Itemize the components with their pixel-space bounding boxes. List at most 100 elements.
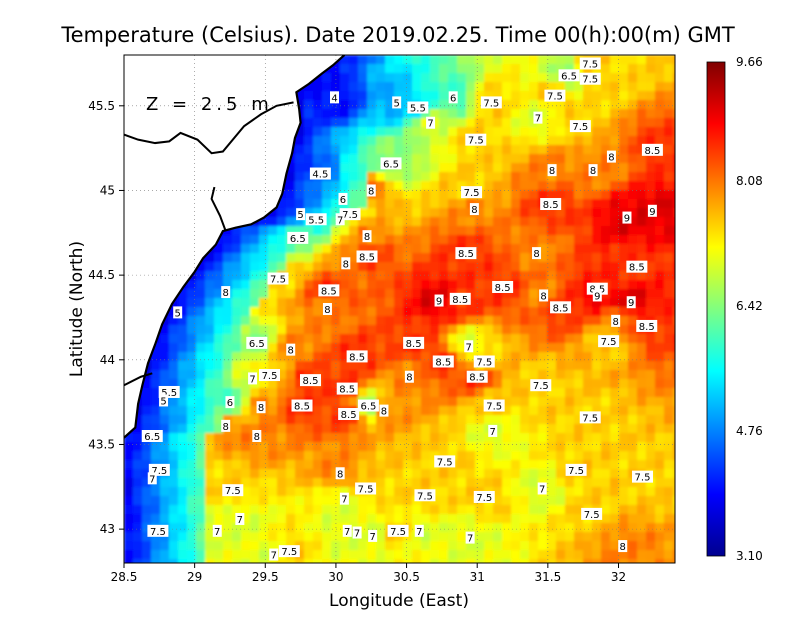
svg-text:8: 8 <box>223 288 229 299</box>
x-tick-label: 31.5 <box>534 570 561 584</box>
contour-label: 7 <box>269 548 279 562</box>
svg-text:7.5: 7.5 <box>464 188 480 199</box>
x-tick-label: 29 <box>187 570 202 584</box>
colorbar-tick-label: 8.08 <box>736 174 763 188</box>
contour-label: 8 <box>539 289 549 302</box>
svg-text:7: 7 <box>271 551 277 562</box>
svg-text:6.5: 6.5 <box>144 432 160 443</box>
svg-text:8: 8 <box>324 305 330 316</box>
svg-text:4: 4 <box>331 93 337 104</box>
contour-label: 6 <box>225 396 235 409</box>
svg-text:7: 7 <box>427 119 433 130</box>
svg-text:7: 7 <box>237 515 243 526</box>
svg-text:9: 9 <box>624 214 630 225</box>
contour-label: 8.5 <box>550 301 572 314</box>
colorbar-tick-label: 6.42 <box>736 299 763 313</box>
svg-text:8: 8 <box>471 205 477 216</box>
contour-label: 5 <box>159 394 169 407</box>
y-tick-label: 44 <box>100 353 115 367</box>
contour-label: 6 <box>338 192 348 206</box>
contour-label: 9 <box>622 211 632 225</box>
contour-label: 7.5 <box>147 524 169 538</box>
contour-label: 8.5 <box>455 247 477 260</box>
svg-text:8: 8 <box>608 153 614 164</box>
svg-text:8.5: 8.5 <box>303 376 319 387</box>
contour-label: 8.5 <box>466 370 488 384</box>
contour-label: 8.5 <box>356 250 378 264</box>
contour-label: 8 <box>256 401 266 414</box>
contour-label: 7.5 <box>632 470 654 484</box>
contour-label: 7.5 <box>579 57 601 70</box>
depth-annotation-box: Z = 2.5 m <box>146 94 269 115</box>
contour-label: 7.5 <box>387 524 409 538</box>
svg-text:7: 7 <box>466 342 472 353</box>
contour-label: 7 <box>414 524 424 538</box>
svg-text:7.5: 7.5 <box>635 473 651 484</box>
x-tick-label: 31 <box>470 570 485 584</box>
svg-text:8: 8 <box>288 346 294 357</box>
contour-label: 7 <box>342 524 352 538</box>
svg-text:7: 7 <box>149 474 155 485</box>
svg-text:5.5: 5.5 <box>410 103 426 114</box>
svg-text:8.5: 8.5 <box>294 402 310 413</box>
x-axis-label: Longitude (East) <box>329 591 469 611</box>
svg-text:7.5: 7.5 <box>281 547 297 558</box>
svg-text:8: 8 <box>549 166 555 177</box>
y-tick-label: 43 <box>100 522 115 536</box>
contour-label: 8.5 <box>641 143 663 157</box>
coastline <box>124 55 346 439</box>
contour-label: 8.5 <box>336 382 358 396</box>
x-tick-label: 28.5 <box>111 570 138 584</box>
contour-label: 8 <box>588 164 598 177</box>
contour-label: 4 <box>330 91 340 104</box>
svg-text:6: 6 <box>227 398 233 409</box>
contour-label: 7.5 <box>278 545 300 558</box>
contour-label: 7 <box>537 482 547 495</box>
contour-label: 8.5 <box>432 355 454 368</box>
contour-label: 6.5 <box>287 231 309 245</box>
svg-text:4.5: 4.5 <box>312 170 328 181</box>
contour-label: 7.5 <box>461 186 483 199</box>
contour-label: 5 <box>392 96 402 109</box>
svg-text:8.5: 8.5 <box>452 295 468 306</box>
svg-text:8.5: 8.5 <box>495 283 511 294</box>
colorbar-gradient <box>706 61 726 557</box>
svg-text:7.5: 7.5 <box>582 75 598 86</box>
svg-text:8: 8 <box>337 469 343 480</box>
svg-text:8.5: 8.5 <box>435 357 451 368</box>
svg-text:7.5: 7.5 <box>572 122 588 133</box>
map-frame <box>123 54 676 564</box>
contour-label: 7 <box>248 372 258 385</box>
contour-label: 8 <box>532 247 542 260</box>
inland-boundary <box>210 186 227 232</box>
y-axis-label: Latitude (North) <box>67 241 87 377</box>
contour-label: 7.5 <box>579 72 601 86</box>
svg-text:7.5: 7.5 <box>584 510 600 521</box>
contour-label: 7.5 <box>465 133 487 147</box>
contour-label: 5 <box>173 306 183 319</box>
svg-text:8.5: 8.5 <box>543 200 559 211</box>
svg-text:6.5: 6.5 <box>360 402 376 413</box>
y-axis-ticks: 43 43.5 44 44.5 45 45.5 <box>88 99 124 536</box>
contour-label: 7.5 <box>473 355 495 368</box>
contour-label: 7.5 <box>483 399 505 413</box>
svg-text:5: 5 <box>297 210 303 221</box>
contour-label: 8 <box>547 164 557 177</box>
svg-text:8: 8 <box>343 259 349 270</box>
contour-label: 8 <box>611 314 621 328</box>
svg-text:7.5: 7.5 <box>568 466 584 477</box>
svg-text:7: 7 <box>490 427 496 438</box>
contour-label: 8 <box>252 430 262 443</box>
contour-label: 8.5 <box>291 399 313 413</box>
svg-text:7.5: 7.5 <box>486 402 502 413</box>
svg-text:7: 7 <box>344 527 350 538</box>
contour-label: 7 <box>465 531 475 545</box>
x-tick-label: 29.5 <box>252 570 279 584</box>
contour-label: 7 <box>212 524 222 538</box>
svg-text:7.5: 7.5 <box>533 381 549 392</box>
contour-label: 7 <box>147 472 157 485</box>
contour-label: 6 <box>448 91 458 104</box>
svg-text:6.5: 6.5 <box>561 71 577 82</box>
land-mask <box>124 55 345 438</box>
